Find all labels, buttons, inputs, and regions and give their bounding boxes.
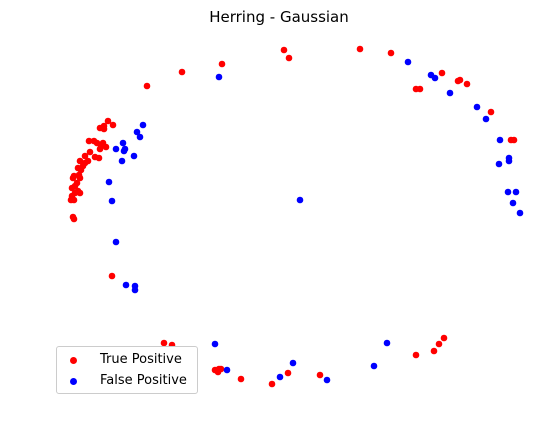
point-false-positive-37 (323, 376, 331, 384)
point-true-positive-59 (412, 351, 420, 359)
point-true-positive-52 (70, 215, 78, 223)
point-true-positive-28 (86, 148, 94, 156)
legend-item-false-positive: False Positive (57, 372, 197, 392)
point-true-positive-47 (76, 189, 84, 197)
point-true-positive-4 (218, 60, 226, 68)
series-true-positive (67, 45, 518, 388)
chart-title: Herring - Gaussian (209, 8, 349, 26)
point-true-positive-5 (178, 68, 186, 76)
point-false-positive-25 (108, 197, 116, 205)
point-true-positive-7 (438, 69, 446, 77)
point-false-positive-21 (504, 188, 512, 196)
point-true-positive-20 (100, 125, 108, 133)
point-false-positive-18 (505, 157, 513, 165)
point-false-positive-35 (223, 366, 231, 374)
point-false-positive-6 (482, 115, 490, 123)
point-true-positive-41 (76, 174, 84, 182)
point-false-positive-12 (112, 145, 120, 153)
point-true-positive-34 (76, 157, 84, 165)
point-false-positive-36 (276, 373, 284, 381)
point-false-positive-7 (139, 121, 147, 129)
point-false-positive-22 (512, 188, 520, 196)
point-true-positive-1 (285, 54, 293, 62)
point-true-positive-6 (143, 82, 151, 90)
point-true-positive-67 (268, 380, 276, 388)
series-false-positive (105, 58, 524, 384)
point-false-positive-24 (516, 209, 524, 217)
point-true-positive-9 (456, 76, 464, 84)
point-true-positive-13 (487, 108, 495, 116)
point-false-positive-14 (120, 147, 128, 155)
point-true-positive-16 (104, 117, 112, 125)
point-true-positive-26 (102, 143, 110, 151)
point-false-positive-16 (118, 157, 126, 165)
legend-label-false-positive: False Positive (100, 373, 187, 388)
point-true-positive-54 (160, 339, 168, 347)
point-true-positive-2 (356, 45, 364, 53)
point-false-positive-26 (296, 196, 304, 204)
point-true-positive-3 (387, 49, 395, 57)
point-true-positive-65 (316, 371, 324, 379)
point-true-positive-31 (95, 154, 103, 162)
point-true-positive-40 (69, 174, 77, 182)
point-false-positive-15 (130, 152, 138, 160)
point-false-positive-1 (215, 73, 223, 81)
legend-item-true-positive: True Positive (57, 351, 197, 371)
point-true-positive-12 (416, 85, 424, 93)
point-true-positive-44 (68, 184, 76, 192)
point-false-positive-28 (122, 281, 130, 289)
point-true-positive-10 (463, 80, 471, 88)
point-false-positive-11 (119, 139, 127, 147)
point-true-positive-63 (217, 365, 225, 373)
point-false-positive-23 (509, 199, 517, 207)
point-true-positive-27 (96, 145, 104, 153)
point-false-positive-0 (404, 58, 412, 66)
point-false-positive-19 (495, 160, 503, 168)
legend-marker-true-positive (70, 357, 77, 364)
point-true-positive-21 (85, 137, 93, 145)
point-false-positive-34 (370, 362, 378, 370)
point-true-positive-0 (280, 46, 288, 54)
point-true-positive-56 (440, 334, 448, 342)
point-true-positive-58 (430, 347, 438, 355)
point-false-positive-20 (105, 178, 113, 186)
point-false-positive-27 (112, 238, 120, 246)
point-false-positive-33 (289, 359, 297, 367)
point-false-positive-31 (211, 340, 219, 348)
point-true-positive-57 (435, 340, 443, 348)
point-false-positive-5 (473, 103, 481, 111)
point-true-positive-29 (81, 152, 89, 160)
point-true-positive-50 (70, 196, 78, 204)
point-true-positive-15 (510, 136, 518, 144)
point-false-positive-30 (131, 286, 139, 294)
point-false-positive-9 (136, 133, 144, 141)
point-false-positive-32 (383, 339, 391, 347)
point-false-positive-4 (446, 89, 454, 97)
point-false-positive-8 (133, 128, 141, 136)
legend-marker-false-positive (70, 378, 77, 385)
point-true-positive-64 (284, 369, 292, 377)
point-false-positive-3 (431, 74, 439, 82)
legend-label-true-positive: True Positive (100, 352, 182, 367)
point-true-positive-66 (237, 375, 245, 383)
legend: True Positive False Positive (56, 346, 198, 394)
point-true-positive-53 (108, 272, 116, 280)
point-true-positive-37 (77, 166, 85, 174)
point-true-positive-17 (109, 121, 117, 129)
point-false-positive-10 (496, 136, 504, 144)
